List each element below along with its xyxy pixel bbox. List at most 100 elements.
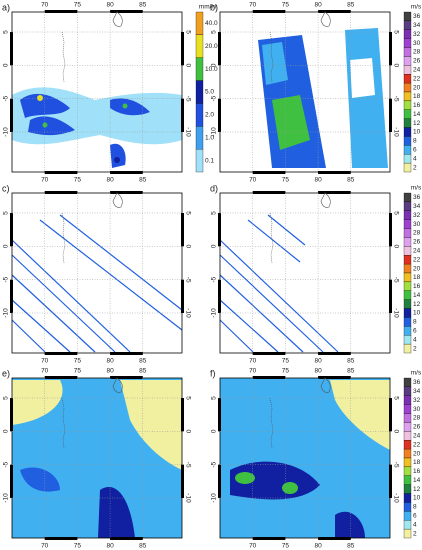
frame-bar [252,352,286,355]
colorbar-segment [403,422,412,432]
lon-tick-label: 75 [282,543,290,550]
field-e [12,378,182,538]
field-d [219,214,339,353]
colorbar-segment [403,47,412,57]
colorbar-tick-label: 30 [413,221,421,228]
colorbar-tick-label: 18 [413,93,421,100]
lon-tick-label: 70 [249,2,257,9]
frame-bar [389,279,392,313]
colorbar-tick-label: 10 [413,310,421,317]
lon-tick-label: 85 [347,368,355,375]
colorbar-tick-label: 24 [413,66,421,73]
colorbar-tick-label: 36 [413,194,421,201]
colorbar-tick-label: 2 [413,530,417,537]
lat-tick-label: -5 [392,277,399,283]
lon-tick-label: 85 [139,543,147,550]
frame-bar [10,279,13,313]
lon-tick-label: 85 [347,177,355,184]
lat-tick-label: -10 [3,493,10,503]
colorbar-tick-label: 4 [413,521,417,528]
colorbar-segment [403,65,412,75]
colorbar-tick-label: 14 [413,292,421,299]
frame-bar [44,171,78,174]
lat-tick-label: -5 [3,95,10,101]
frame-bar [389,98,392,132]
map-frame [219,11,391,173]
lon-tick-label: 70 [41,368,49,375]
panel-label: f) [210,368,216,378]
lat-tick-label: -10 [184,308,191,318]
lat-tick-label: 0 [392,64,399,68]
colorbar-tick-label: 22 [413,441,421,448]
lon-tick-label: 75 [282,2,290,9]
panel-label: d) [210,183,218,193]
frame-bar [218,464,221,498]
map-frame [219,377,391,539]
frame-bar [10,32,13,66]
frame-bar [181,279,184,313]
colorbar-segment [403,377,412,388]
colorbar-tick-label: 2 [413,164,417,171]
frame-bar [181,98,184,132]
colorbar-segment [403,281,412,291]
lat-tick-label: 5 [184,30,191,34]
lat-tick-label: -5 [211,461,218,467]
colorbar-segment [403,237,412,247]
frame-bar [181,32,184,66]
colorbar-tick-label: 34 [413,203,421,210]
colorbar-segment [403,343,412,354]
lat-tick-label: -10 [3,127,10,137]
panel-label: e) [2,368,10,378]
lat-tick-label: 5 [3,396,10,400]
colorbar-segment [403,228,412,238]
lat-tick-label: 5 [211,396,218,400]
coastline [61,31,66,83]
colorbar-tick-label: 26 [413,239,421,246]
frame-bar [181,213,184,247]
lon-tick-label: 80 [106,177,114,184]
frame-bar [10,98,13,132]
map-frame [11,11,183,173]
colorbar-tick-label: 8 [413,504,417,511]
colorbar-tick-label: 6 [413,146,417,153]
colorbar-segment [403,82,412,93]
lon-tick-label: 70 [249,543,257,550]
lon-tick-label: 80 [106,543,114,550]
colorbar-segment [403,20,412,30]
lat-tick-label: -5 [211,95,218,101]
colorbar-tick-label: 16 [413,102,421,109]
colorbar-segment [195,11,204,36]
lon-tick-label: 80 [314,2,322,9]
lat-tick-label: 0 [184,64,191,68]
colorbar-segment [403,457,412,468]
frame-bar [318,376,351,379]
frame-bar [44,10,78,13]
coastline [320,192,331,208]
colorbar-segment [403,255,412,265]
colorbar-tick-label: 18 [413,274,421,281]
colorbar-segment [403,11,412,22]
frame-bar [110,171,143,174]
lon-tick-label: 80 [106,368,114,375]
colorbar-tick-label: 28 [413,230,421,237]
colorbar-segment [403,528,412,539]
colorbar-unit: m/s [411,370,422,377]
colorbar-tick-label: 20 [413,450,421,457]
field-f [220,378,390,538]
colorbar-tick-label: 12 [413,486,421,493]
frame-bar [318,191,351,194]
map-frame [219,192,391,354]
colorbar-tick-label: 6 [413,512,417,519]
lon-tick-label: 75 [282,177,290,184]
colorbar-tick-label: 32 [413,31,421,38]
colorbar-segment [403,484,412,494]
map-frame [11,377,183,539]
colorbar-segment [403,502,412,512]
lon-tick-label: 80 [106,358,114,365]
frame-bar [10,213,13,247]
lat-tick-label: -10 [211,127,218,137]
frame-bar [389,398,392,432]
coastline [269,397,274,449]
colorbar-segment [403,38,412,48]
colorbar-segment [403,127,412,137]
